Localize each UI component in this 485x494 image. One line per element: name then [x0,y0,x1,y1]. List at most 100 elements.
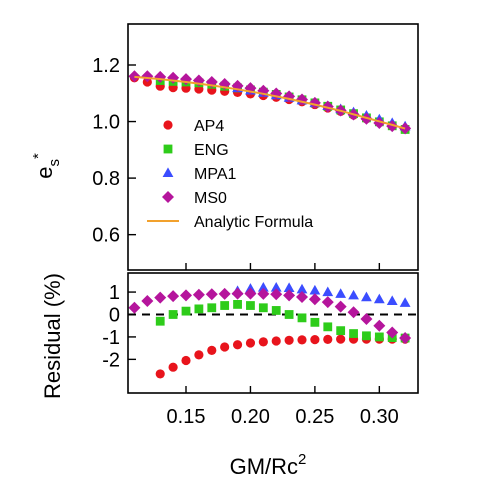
ap4-point [168,362,178,372]
x-tick-label: 0.20 [231,406,270,428]
legend-analytic-formula-label: Analytic Formula [194,214,313,231]
ap4-point [220,342,230,352]
legend-ms0-marker [162,191,174,203]
eng-point [271,306,281,315]
ap4-point [232,340,243,350]
ms0-point [128,70,141,83]
legend-ap4-marker [163,120,173,130]
y-tick-label: 1.2 [92,55,120,77]
eng-point [336,326,346,336]
ms0-point [373,319,386,332]
ap4-point [336,334,346,344]
ms0-point [167,290,180,303]
ms0-point [180,289,192,302]
eng-point [155,316,165,326]
ap4-point [323,334,333,344]
eng-point [374,332,384,342]
x-tick-label: 0.15 [167,406,206,428]
ms0-point [270,288,283,301]
mpa1-point [399,297,411,307]
ms0-point [283,289,296,302]
ms0-point [192,288,205,301]
mpa1-point [322,286,334,297]
eng-point [233,300,242,309]
ms0-point [141,70,154,83]
ap4-point [207,345,217,355]
mpa1-point [296,283,308,294]
eng-point [258,303,268,313]
eng-point [207,303,217,313]
ms0-point [218,287,231,300]
y-tick-label: 0 [109,304,120,326]
mpa1-point [348,289,359,300]
x-axis-title: GM/Rc2 [230,451,307,479]
analytic-formula-line [134,75,406,130]
legend-eng-label: ENG [194,142,229,159]
bottom-panel: -2-101 0.15 0.20 0.25 0.30 [102,272,419,428]
mpa1-point [361,291,372,302]
ap4-point [284,335,294,345]
eng-point [181,306,191,316]
y-tick-label: -2 [102,349,120,371]
ms0-point [308,293,321,306]
ap4-point [181,355,191,366]
ap4-point [194,350,204,360]
ms0-point [231,287,244,300]
eng-point [310,317,320,327]
ms0-point [321,296,334,309]
mpa1-point [373,293,385,304]
x-tick-label: 0.25 [295,406,334,428]
bottom-y-axis-title: Residual (%) [40,273,65,399]
top-plot-frame [127,23,419,271]
y-tick-label: 1.0 [92,112,120,134]
eng-point [323,322,333,332]
top-y-axis-title: es* [30,153,63,179]
ap4-point [155,369,165,379]
ms0-point [399,332,412,345]
ms0-point [347,306,360,319]
ap4-point [258,337,268,347]
ap4-point [271,336,281,346]
ms0-point [154,291,167,304]
ap4-point [245,338,256,348]
ms0-point [128,301,141,314]
ap4-point [310,335,320,345]
mpa1-point [335,288,347,298]
ms0-point [141,295,154,308]
eng-point [246,301,255,310]
ms0-point [257,287,270,300]
mpa1-point [270,281,282,292]
eng-point [362,331,371,341]
x-tick-label: 0.30 [360,406,399,428]
legend: AP4 ENG MPA1 MS0 Analytic Formula [147,118,313,231]
mpa1-point [283,282,295,293]
ms0-point [244,287,257,300]
ms0-point [296,291,308,303]
eng-point [220,301,230,310]
y-tick-label: -1 [102,327,120,349]
ms0-point [386,326,399,339]
ms0-point [321,100,334,113]
mpa1-point [257,281,269,292]
legend-ms0-label: MS0 [194,190,227,207]
eng-point [194,304,204,314]
ms0-point [360,312,373,325]
y-tick-label: 0.8 [92,168,120,190]
bottom-series-ms0 [128,287,412,345]
y-tick-label: 1 [109,282,120,304]
legend-mpa1-label: MPA1 [194,166,236,183]
legend-ap4-label: AP4 [194,118,224,135]
bottom-series-eng [155,300,410,343]
legend-eng-marker [163,144,173,154]
bottom-plot-frame [127,272,419,394]
ms0-point [205,288,218,301]
bottom-series-ap4 [155,334,410,379]
y-tick-label: 0.6 [92,225,120,247]
eng-point [297,313,307,323]
eng-point [284,310,294,319]
ap4-point [297,335,307,345]
eng-point [349,329,358,338]
top-panel: 0.6 0.8 1.0 1.2 [92,23,419,271]
eng-point [168,310,178,319]
